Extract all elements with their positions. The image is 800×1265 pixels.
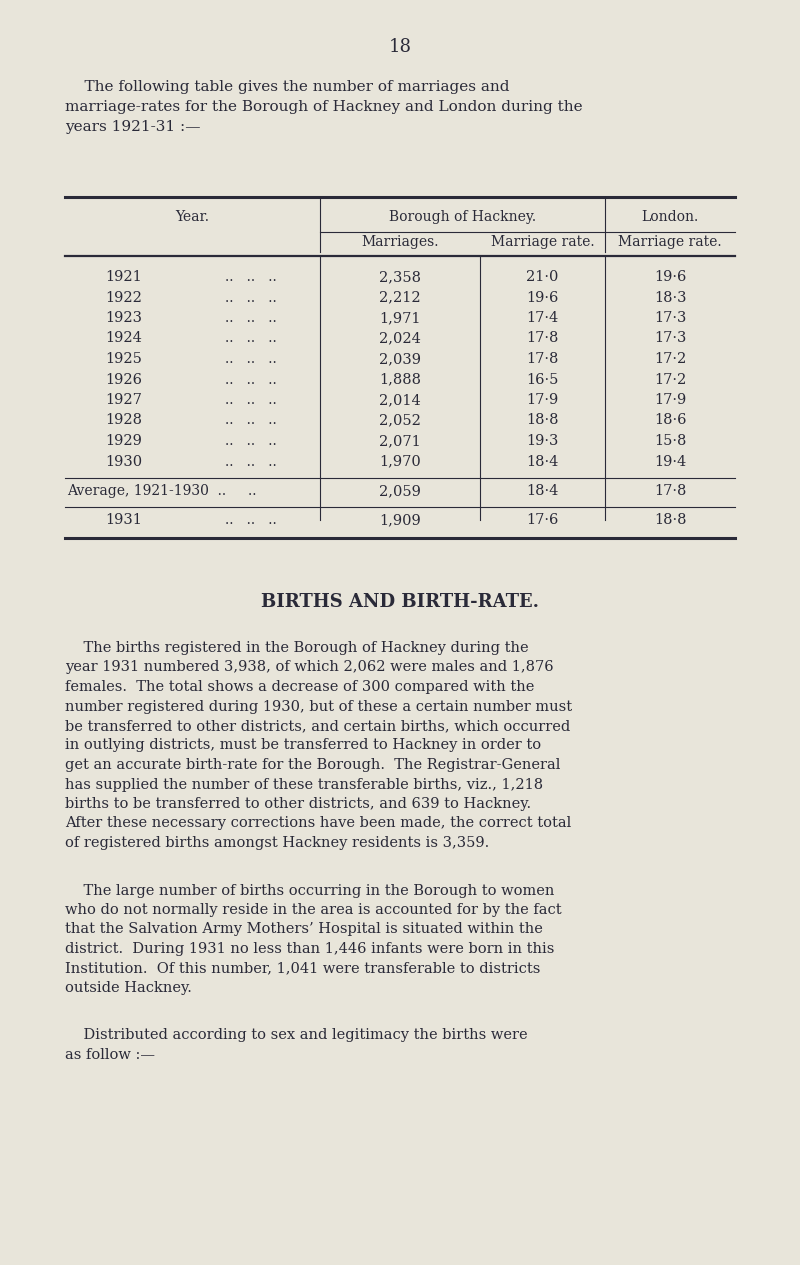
Text: 2,212: 2,212 xyxy=(379,291,421,305)
Text: 17·2: 17·2 xyxy=(654,372,686,387)
Text: 1,970: 1,970 xyxy=(379,454,421,468)
Text: Marriage rate.: Marriage rate. xyxy=(490,235,594,249)
Text: Distributed according to sex and legitimacy the births were: Distributed according to sex and legitim… xyxy=(65,1028,528,1042)
Text: 19·3: 19·3 xyxy=(526,434,558,448)
Text: ..   ..   ..: .. .. .. xyxy=(225,311,277,325)
Text: of registered births amongst Hackney residents is 3,359.: of registered births amongst Hackney res… xyxy=(65,836,490,850)
Text: number registered during 1930, but of these a certain number must: number registered during 1930, but of th… xyxy=(65,700,572,713)
Text: in outlying districts, must be transferred to Hackney in order to: in outlying districts, must be transferr… xyxy=(65,739,541,753)
Text: 17·8: 17·8 xyxy=(526,331,558,345)
Text: 16·5: 16·5 xyxy=(526,372,558,387)
Text: 1929: 1929 xyxy=(105,434,142,448)
Text: 17·2: 17·2 xyxy=(654,352,686,366)
Text: 1922: 1922 xyxy=(105,291,142,305)
Text: 1923: 1923 xyxy=(105,311,142,325)
Text: Marriage rate.: Marriage rate. xyxy=(618,235,722,249)
Text: 17·8: 17·8 xyxy=(526,352,558,366)
Text: BIRTHS AND BIRTH-RATE.: BIRTHS AND BIRTH-RATE. xyxy=(261,593,539,611)
Text: 1930: 1930 xyxy=(105,454,142,468)
Text: year 1931 numbered 3,938, of which 2,062 were males and 1,876: year 1931 numbered 3,938, of which 2,062… xyxy=(65,660,554,674)
Text: ..   ..   ..: .. .. .. xyxy=(225,414,277,428)
Text: ..   ..   ..: .. .. .. xyxy=(225,514,277,528)
Text: marriage-rates for the Borough of Hackney and London during the: marriage-rates for the Borough of Hackne… xyxy=(65,100,582,114)
Text: 17·3: 17·3 xyxy=(654,331,686,345)
Text: 19·6: 19·6 xyxy=(526,291,558,305)
Text: 1,971: 1,971 xyxy=(379,311,421,325)
Text: 18·8: 18·8 xyxy=(654,514,686,528)
Text: ..   ..   ..: .. .. .. xyxy=(225,352,277,366)
Text: ..   ..   ..: .. .. .. xyxy=(225,434,277,448)
Text: Institution.  Of this number, 1,041 were transferable to districts: Institution. Of this number, 1,041 were … xyxy=(65,961,540,975)
Text: 18·4: 18·4 xyxy=(526,454,558,468)
Text: 1,909: 1,909 xyxy=(379,514,421,528)
Text: ..   ..   ..: .. .. .. xyxy=(225,291,277,305)
Text: Marriages.: Marriages. xyxy=(362,235,438,249)
Text: The births registered in the Borough of Hackney during the: The births registered in the Borough of … xyxy=(65,641,529,655)
Text: 18·6: 18·6 xyxy=(654,414,686,428)
Text: 2,039: 2,039 xyxy=(379,352,421,366)
Text: 19·4: 19·4 xyxy=(654,454,686,468)
Text: be transferred to other districts, and certain births, which occurred: be transferred to other districts, and c… xyxy=(65,719,570,732)
Text: The following table gives the number of marriages and: The following table gives the number of … xyxy=(65,80,510,94)
Text: births to be transferred to other districts, and 639 to Hackney.: births to be transferred to other distri… xyxy=(65,797,531,811)
Text: 2,052: 2,052 xyxy=(379,414,421,428)
Text: 2,024: 2,024 xyxy=(379,331,421,345)
Text: 1928: 1928 xyxy=(105,414,142,428)
Text: 2,059: 2,059 xyxy=(379,484,421,498)
Text: 1931: 1931 xyxy=(105,514,142,528)
Text: 15·8: 15·8 xyxy=(654,434,686,448)
Text: 18: 18 xyxy=(389,38,411,56)
Text: 18·4: 18·4 xyxy=(526,484,558,498)
Text: 1,888: 1,888 xyxy=(379,372,421,387)
Text: ..   ..   ..: .. .. .. xyxy=(225,269,277,285)
Text: who do not normally reside in the area is accounted for by the fact: who do not normally reside in the area i… xyxy=(65,903,562,917)
Text: females.  The total shows a decrease of 300 compared with the: females. The total shows a decrease of 3… xyxy=(65,681,534,694)
Text: 18·8: 18·8 xyxy=(526,414,558,428)
Text: 17·4: 17·4 xyxy=(526,311,558,325)
Text: district.  During 1931 no less than 1,446 infants were born in this: district. During 1931 no less than 1,446… xyxy=(65,942,554,956)
Text: 19·6: 19·6 xyxy=(654,269,686,285)
Text: 1921: 1921 xyxy=(105,269,142,285)
Text: 2,014: 2,014 xyxy=(379,393,421,407)
Text: 17·6: 17·6 xyxy=(526,514,558,528)
Text: Year.: Year. xyxy=(175,210,210,224)
Text: 17·8: 17·8 xyxy=(654,484,686,498)
Text: 17·9: 17·9 xyxy=(654,393,686,407)
Text: The large number of births occurring in the Borough to women: The large number of births occurring in … xyxy=(65,883,554,897)
Text: 17·9: 17·9 xyxy=(526,393,558,407)
Text: 17·3: 17·3 xyxy=(654,311,686,325)
Text: years 1921-31 :—: years 1921-31 :— xyxy=(65,120,201,134)
Text: ..   ..   ..: .. .. .. xyxy=(225,454,277,468)
Text: has supplied the number of these transferable births, viz., 1,218: has supplied the number of these transfe… xyxy=(65,778,543,792)
Text: Average, 1921-1930  ..     ..: Average, 1921-1930 .. .. xyxy=(67,484,257,498)
Text: 1926: 1926 xyxy=(105,372,142,387)
Text: After these necessary corrections have been made, the correct total: After these necessary corrections have b… xyxy=(65,816,571,831)
Text: get an accurate birth-rate for the Borough.  The Registrar-General: get an accurate birth-rate for the Borou… xyxy=(65,758,560,772)
Text: 1925: 1925 xyxy=(105,352,142,366)
Text: ..   ..   ..: .. .. .. xyxy=(225,372,277,387)
Text: ..   ..   ..: .. .. .. xyxy=(225,393,277,407)
Text: 1924: 1924 xyxy=(105,331,142,345)
Text: 21·0: 21·0 xyxy=(526,269,558,285)
Text: London.: London. xyxy=(642,210,698,224)
Text: 2,071: 2,071 xyxy=(379,434,421,448)
Text: as follow :—: as follow :— xyxy=(65,1047,155,1063)
Text: that the Salvation Army Mothers’ Hospital is situated within the: that the Salvation Army Mothers’ Hospita… xyxy=(65,922,543,936)
Text: ..   ..   ..: .. .. .. xyxy=(225,331,277,345)
Text: 18·3: 18·3 xyxy=(654,291,686,305)
Text: 2,358: 2,358 xyxy=(379,269,421,285)
Text: 1927: 1927 xyxy=(105,393,142,407)
Text: Borough of Hackney.: Borough of Hackney. xyxy=(389,210,536,224)
Text: outside Hackney.: outside Hackney. xyxy=(65,980,192,996)
